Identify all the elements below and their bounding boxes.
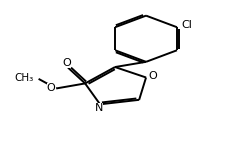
Text: Cl: Cl xyxy=(181,20,192,30)
Text: O: O xyxy=(46,83,55,93)
Text: N: N xyxy=(94,103,103,113)
Text: O: O xyxy=(147,71,156,81)
Text: CH₃: CH₃ xyxy=(14,73,33,83)
Text: O: O xyxy=(62,58,71,68)
